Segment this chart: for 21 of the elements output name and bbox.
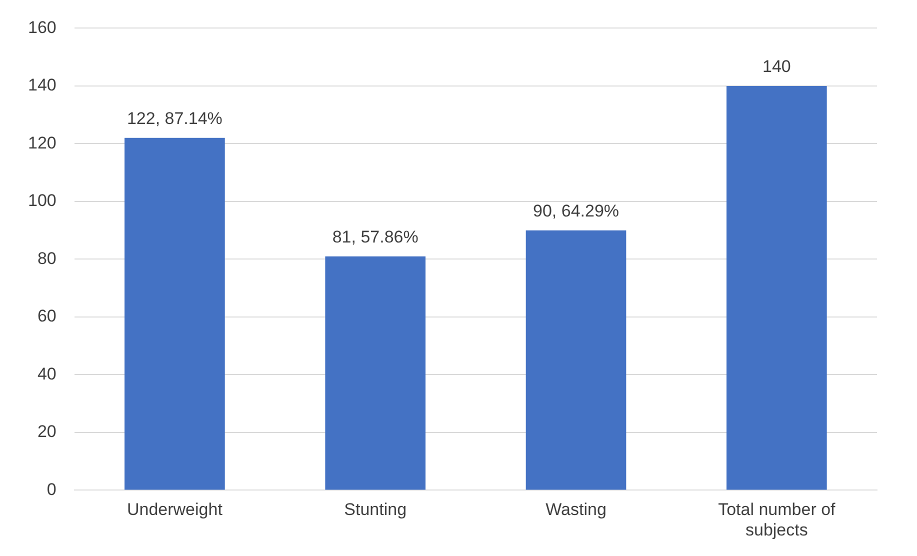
x-tick-label: Underweight xyxy=(126,500,223,520)
data-label: 90, 64.29% xyxy=(533,202,620,221)
y-tick-label: 120 xyxy=(28,133,56,152)
y-tick-label: 20 xyxy=(37,422,56,442)
x-tick-label: Stunting xyxy=(344,500,407,520)
y-tick-label: 60 xyxy=(37,306,56,326)
bar xyxy=(325,256,426,490)
x-tick-label: Total number of subjects xyxy=(718,500,836,540)
data-label: 81, 57.86% xyxy=(332,228,418,246)
y-tick-label: 0 xyxy=(46,480,56,499)
bar xyxy=(726,86,827,490)
y-tick-label: 140 xyxy=(28,76,56,95)
x-tick-label: Wasting xyxy=(546,500,606,520)
data-label: 122, 87.14% xyxy=(126,109,222,128)
y-tick-label: 100 xyxy=(28,191,56,210)
y-tick-label: 80 xyxy=(37,248,56,268)
bar xyxy=(526,230,626,490)
y-tick-label: 160 xyxy=(28,18,56,37)
data-label: 140 xyxy=(762,57,791,76)
bar xyxy=(124,138,225,490)
y-tick-label: 40 xyxy=(37,364,56,384)
